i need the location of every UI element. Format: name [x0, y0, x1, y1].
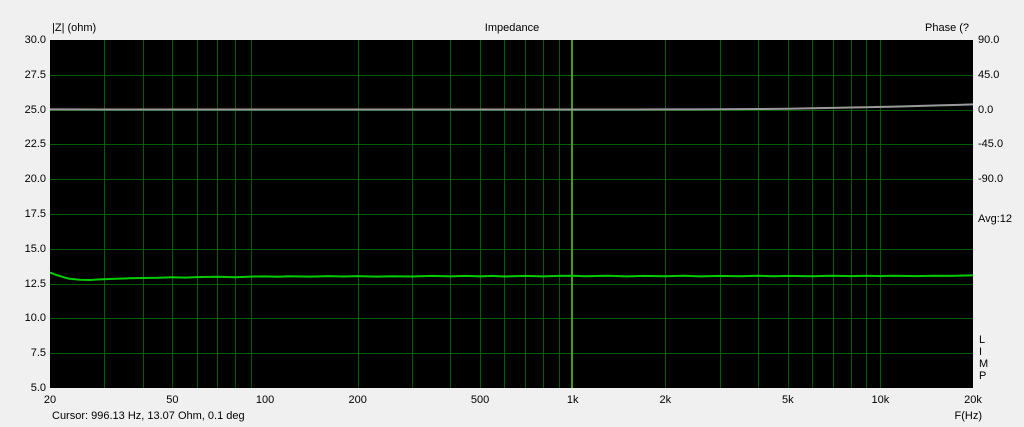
x-axis-tick-label: 1k [566, 394, 579, 406]
impedance_magnitude_ohm-curve [50, 271, 973, 282]
chart-canvas [50, 40, 973, 388]
x-axis-tick-label: 100 [255, 394, 275, 406]
averages-count-label: Avg:12 [978, 213, 1013, 225]
plot-area[interactable] [50, 40, 973, 388]
x-axis-unit-label: F(Hz) [954, 410, 983, 422]
y-axis-left-tick-label: 10.0 [24, 312, 46, 325]
x-axis-tick-label: 50 [166, 394, 179, 406]
y-axis-left-tick-label: 17.5 [24, 208, 46, 220]
limp-letter: I [979, 346, 983, 358]
limp-letter: P [979, 370, 987, 382]
phase_deg-curve [50, 103, 973, 111]
y-axis-left-tick-label: 20.0 [24, 173, 46, 186]
y-axis-right-tick-label: 0.0 [978, 103, 994, 116]
x-axis-tick-label: 10k [871, 394, 890, 406]
x-axis-tick-label: 2k [659, 394, 672, 406]
x-axis-tick-label: 20 [43, 394, 57, 406]
y-axis-left-tick-label: 7.5 [30, 347, 46, 360]
y-axis-right-tick-label: 45.0 [978, 68, 1000, 81]
left-axis-title: |Z| (ohm) [52, 22, 97, 34]
limp-letter: M [979, 358, 989, 370]
y-axis-left-tick-label: 5.0 [30, 382, 46, 394]
cursor-readout: Cursor: 996.13 Hz, 13.07 Ohm, 0.1 deg [52, 410, 245, 422]
y-axis-left-tick-label: 27.5 [24, 68, 46, 81]
y-axis-left-tick-label: 25.0 [24, 103, 46, 116]
y-axis-right-tick-label: -45.0 [978, 138, 1004, 151]
x-axis-tick-label: 20k [964, 394, 982, 406]
x-axis-tick-label: 200 [348, 394, 367, 406]
right-axis-title: Phase (? [925, 22, 970, 34]
y-axis-left-tick-label: 15.0 [24, 242, 46, 255]
chart-title: Impedance [484, 22, 540, 34]
x-axis-tick-label: 500 [470, 394, 490, 406]
y-axis-left-tick-label: 30.0 [24, 34, 46, 46]
x-axis-tick-label: 5k [781, 394, 794, 406]
y-axis-left-tick-label: 12.5 [24, 277, 46, 290]
y-axis-left-tick-label: 22.5 [24, 138, 46, 151]
limp-letter: L [979, 334, 986, 346]
y-axis-right-tick-label: 90.0 [978, 34, 1000, 46]
y-axis-right-tick-label: -90.0 [978, 173, 1004, 186]
